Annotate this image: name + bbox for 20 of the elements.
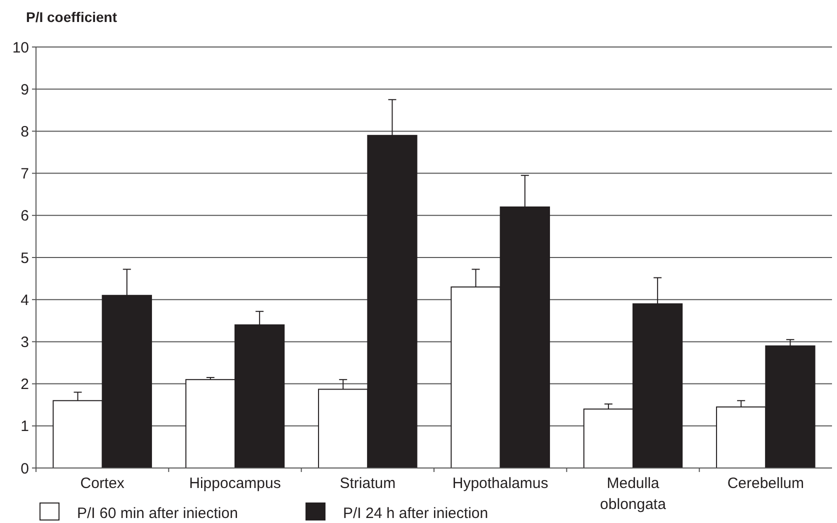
legend-label: P/I 24 h after iniection <box>343 505 488 522</box>
legend-label: P/I 60 min after iniection <box>77 505 238 522</box>
x-tick-label: Hippocampus <box>189 475 281 492</box>
y-tick-label: 3 <box>20 334 29 351</box>
y-tick-label: 8 <box>20 123 29 140</box>
y-tick-label: 1 <box>20 418 29 436</box>
y-tick-label: 7 <box>20 166 29 183</box>
x-tick-label: Hypothalamus <box>452 475 548 492</box>
x-tick-label: Cerebellum <box>727 475 804 492</box>
x-tick-label: Medulla oblongata <box>600 475 667 513</box>
x-tick-label: Cortex <box>80 475 125 492</box>
y-axis-title: P/I coefficient <box>26 9 118 25</box>
y-tick-label: 6 <box>20 208 29 225</box>
y-tick-label: 10 <box>12 39 29 56</box>
y-tick-label: 4 <box>20 292 29 309</box>
y-tick-label: 9 <box>20 81 29 98</box>
y-tick-label: 0 <box>20 460 29 478</box>
y-tick-label: 2 <box>20 376 29 394</box>
x-tick-label: Striatum <box>340 475 396 492</box>
y-tick-label: 5 <box>20 250 29 267</box>
